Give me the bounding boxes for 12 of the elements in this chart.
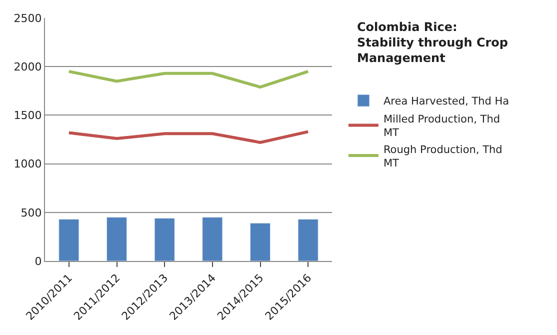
y-tick-label: 1000 bbox=[14, 158, 42, 171]
line-series bbox=[67, 70, 310, 89]
y-tick-label: 2000 bbox=[14, 60, 42, 74]
y-tick-label: 2500 bbox=[14, 12, 42, 25]
text: Colombia Rice: Stability through Crop Management bbox=[357, 20, 508, 66]
y-tick-label: 1500 bbox=[14, 109, 42, 122]
legend-label: Milled Production, Thd MT bbox=[383, 113, 500, 140]
line-series bbox=[67, 130, 310, 144]
legend-label: Rough Production, Thd MT bbox=[383, 144, 502, 170]
y-tick-label: 0 bbox=[34, 254, 42, 268]
y-tick-label: 500 bbox=[20, 206, 42, 220]
legend-label: Area Harvested, Thd Ha bbox=[383, 96, 510, 108]
